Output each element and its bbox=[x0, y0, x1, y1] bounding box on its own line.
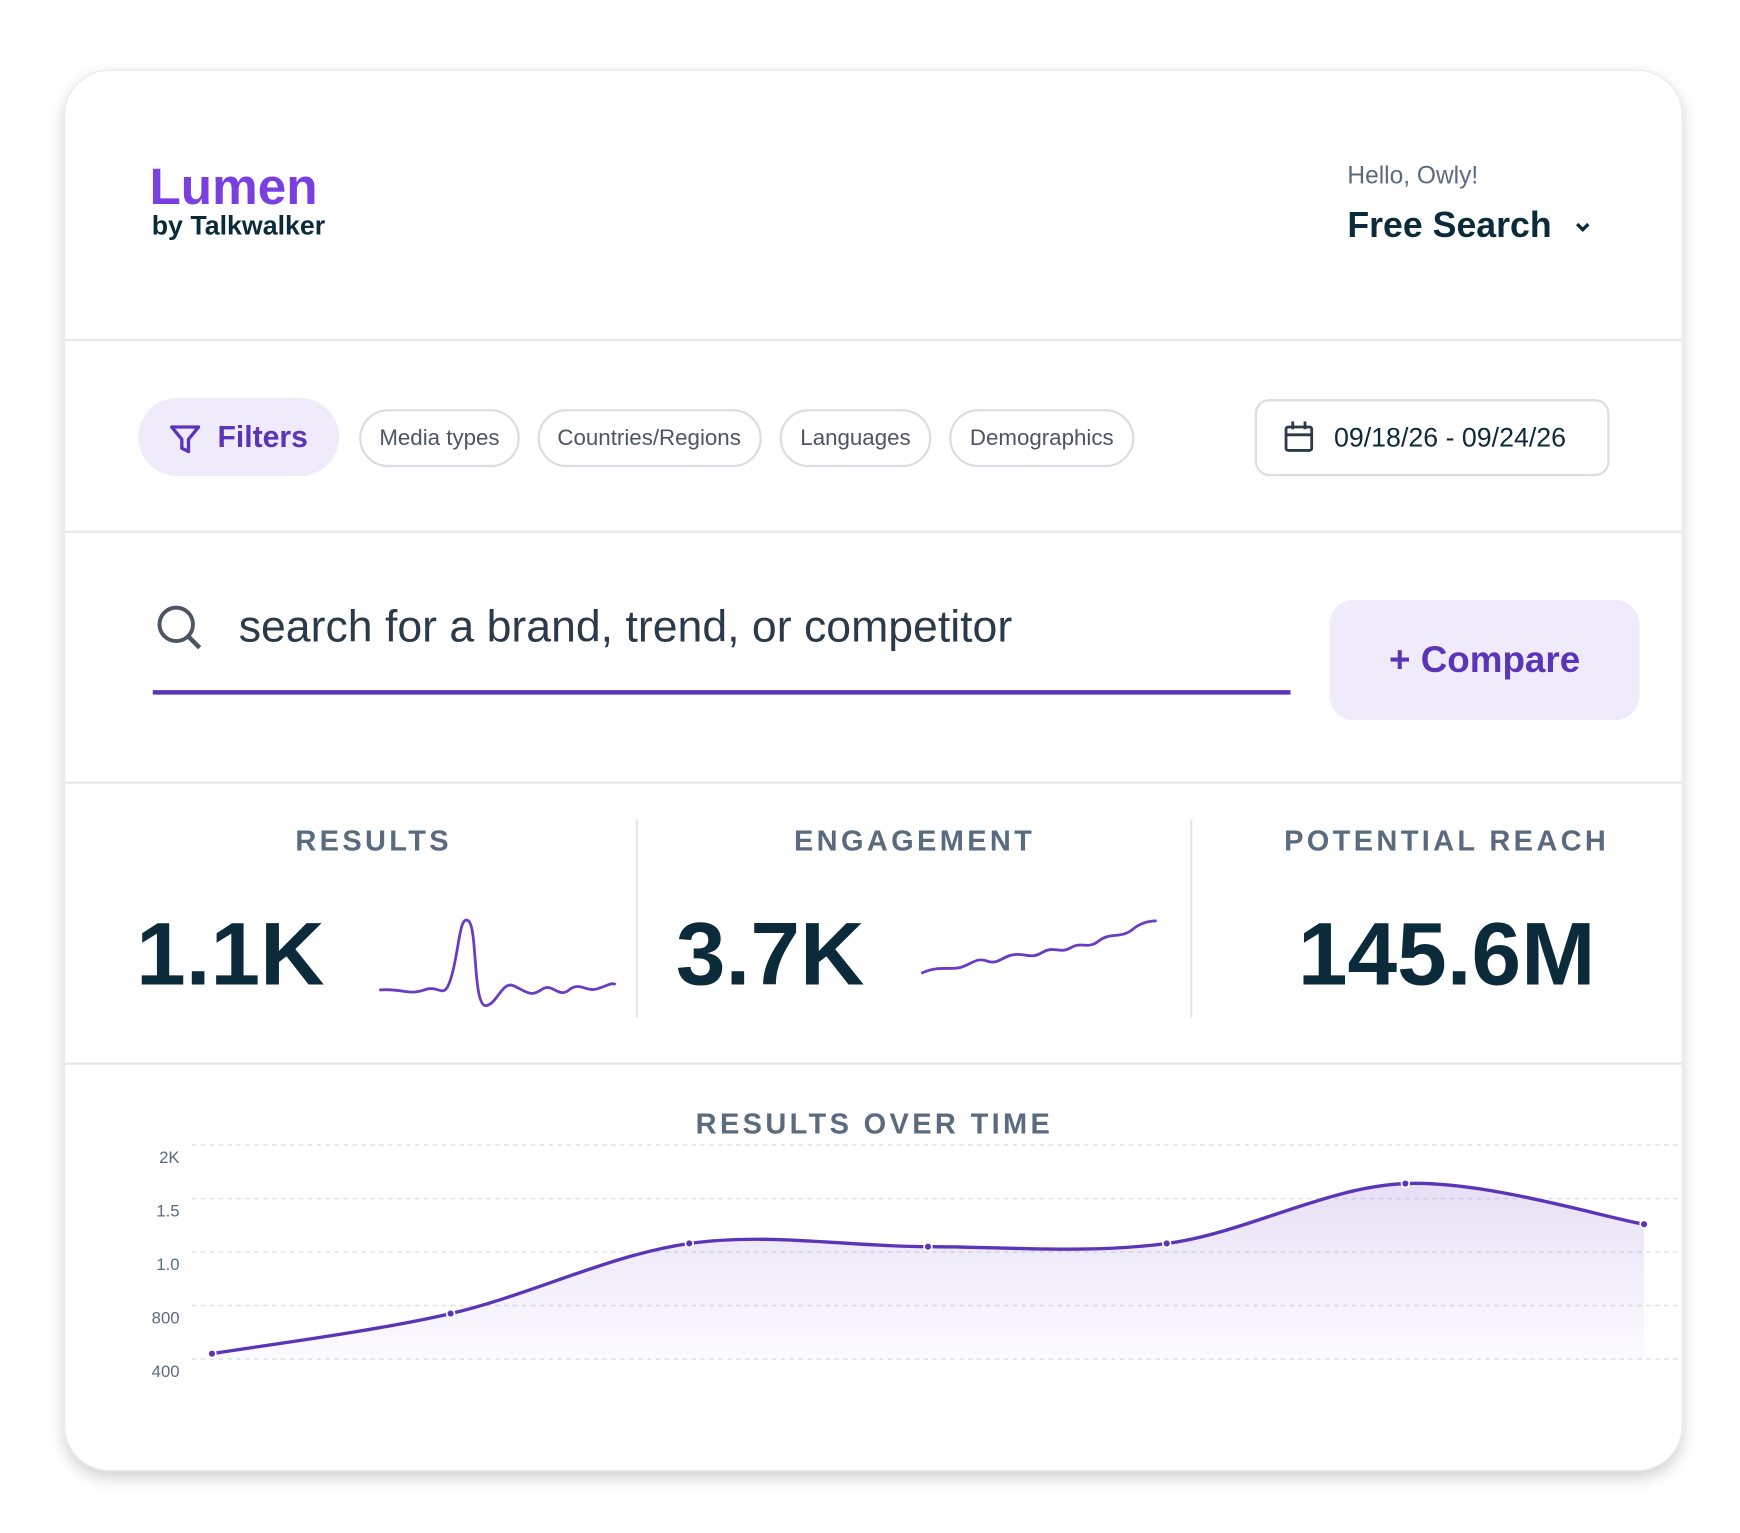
date-range[interactable]: 09/18/26 - 09/24/26 bbox=[1334, 422, 1566, 452]
search-icon bbox=[186, 635, 202, 650]
y-tick-label: 1.5 bbox=[156, 1201, 179, 1220]
date-picker[interactable] bbox=[1254, 399, 1610, 477]
metric-label: POTENTIAL REACH bbox=[1284, 826, 1609, 858]
metric-value: 3.7K bbox=[676, 904, 864, 1004]
point bbox=[923, 1241, 933, 1252]
chip-label[interactable]: Demographics bbox=[970, 425, 1114, 450]
y-tick-label: 800 bbox=[152, 1308, 180, 1327]
chip[interactable] bbox=[779, 409, 932, 468]
point bbox=[684, 1238, 695, 1249]
metric-label: RESULTS bbox=[295, 826, 452, 858]
y-tick-label: 1.0 bbox=[156, 1255, 179, 1274]
calendar-icon bbox=[1284, 421, 1314, 452]
point bbox=[1400, 1178, 1411, 1189]
filters-label[interactable]: Filters bbox=[218, 421, 308, 454]
chevron-icon[interactable] bbox=[1575, 222, 1590, 233]
chip-label[interactable]: Countries/Regions bbox=[557, 425, 740, 450]
metric-label: ENGAGEMENT bbox=[794, 826, 1035, 858]
logo-sub: by Talkwalker bbox=[152, 211, 326, 241]
compare-button[interactable] bbox=[1329, 599, 1640, 721]
greeting: Hello, Owly! bbox=[1347, 163, 1478, 190]
chart-title: RESULTS OVER TIME bbox=[696, 1109, 1054, 1141]
point bbox=[445, 1308, 456, 1319]
point bbox=[207, 1348, 217, 1359]
search-icon bbox=[157, 605, 195, 644]
chip-label[interactable]: Languages bbox=[800, 425, 910, 450]
chip-label[interactable]: Media types bbox=[379, 425, 499, 450]
filter-icon bbox=[170, 425, 201, 454]
metric-value: 145.6M bbox=[1298, 904, 1596, 1004]
chart: 2K 1.5 1.0 800 400 bbox=[152, 1144, 1682, 1381]
sparkline bbox=[379, 918, 617, 1008]
search-mode[interactable]: Free Search bbox=[1347, 205, 1551, 245]
chip[interactable] bbox=[537, 409, 762, 468]
point bbox=[1639, 1219, 1649, 1229]
point bbox=[1161, 1238, 1172, 1249]
filters-button[interactable] bbox=[138, 398, 340, 477]
logo: Lumen bbox=[149, 158, 317, 215]
area bbox=[211, 1183, 1645, 1360]
compare-label[interactable]: + Compare bbox=[1389, 639, 1580, 680]
sparkline bbox=[920, 919, 1157, 975]
search-input[interactable]: search for a brand, trend, or competitor bbox=[239, 603, 1013, 652]
metric-value: 1.1K bbox=[136, 904, 324, 1004]
y-tick-label: 400 bbox=[152, 1362, 180, 1381]
y-tick-label: 2K bbox=[159, 1148, 179, 1167]
chip[interactable] bbox=[359, 409, 520, 468]
chip[interactable] bbox=[949, 409, 1135, 468]
